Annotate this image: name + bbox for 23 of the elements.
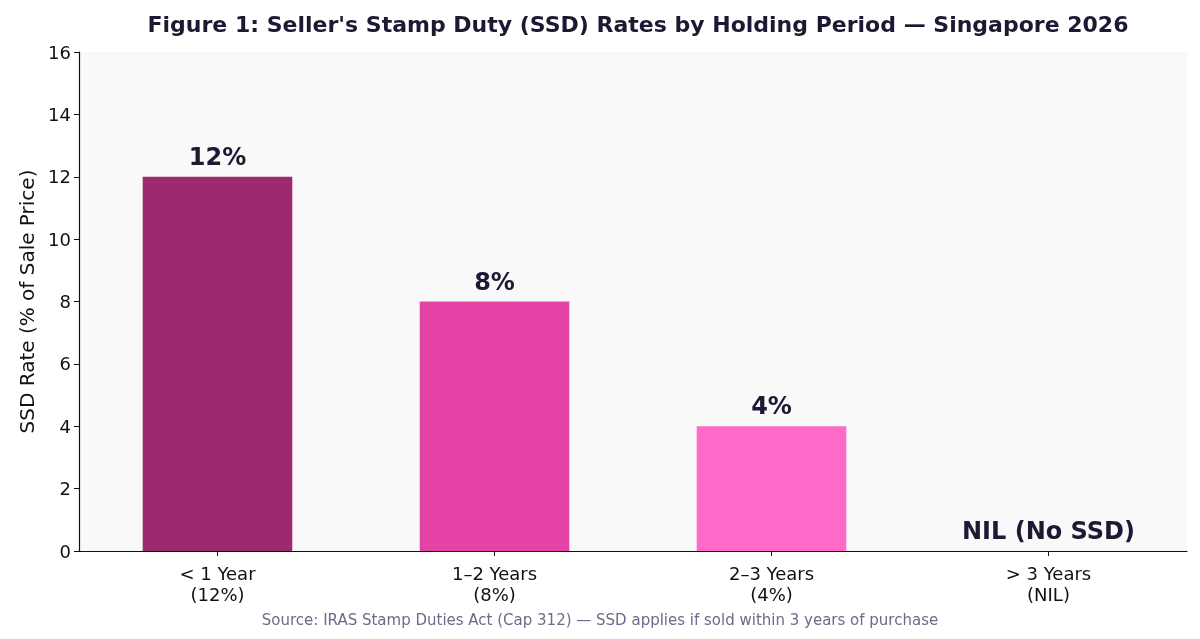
y-tick-label: 14 bbox=[48, 103, 71, 125]
source-note: Source: IRAS Stamp Duties Act (Cap 312) — SSD applies if sold within 3 years of purchase bbox=[261, 610, 939, 629]
y-tick-label: 12 bbox=[48, 166, 71, 188]
bar bbox=[142, 176, 293, 551]
bar bbox=[419, 301, 570, 551]
data-label: 4% bbox=[751, 392, 792, 421]
y-tick-label: 0 bbox=[59, 540, 71, 562]
y-tick-label: 8 bbox=[59, 291, 71, 312]
data-label: 8% bbox=[474, 267, 515, 296]
data-label: NIL (No SSD) bbox=[962, 517, 1135, 545]
y-tick-label: 2 bbox=[59, 478, 71, 500]
y-tick-label: 16 bbox=[48, 41, 71, 63]
x-tick-label: 1–2 Years (8%) bbox=[451, 563, 538, 605]
bar bbox=[696, 426, 847, 551]
y-axis-title: SSD Rate (% of Sale Price) bbox=[15, 169, 40, 434]
y-tick-label: 6 bbox=[59, 353, 71, 375]
x-tick-label: > 3 Years (NIL) bbox=[1005, 563, 1092, 605]
chart-title: Figure 1: Seller's Stamp Duty (SSD) Rates by Holding Period — Singapore 2026 bbox=[147, 11, 1129, 37]
x-tick-label: < 1 Year (12%) bbox=[179, 563, 257, 605]
y-tick-label: 4 bbox=[59, 415, 71, 437]
x-tick-label: 2–3 Years (4%) bbox=[728, 563, 815, 605]
y-tick-label: 10 bbox=[48, 228, 71, 250]
data-label: 12% bbox=[188, 142, 247, 171]
